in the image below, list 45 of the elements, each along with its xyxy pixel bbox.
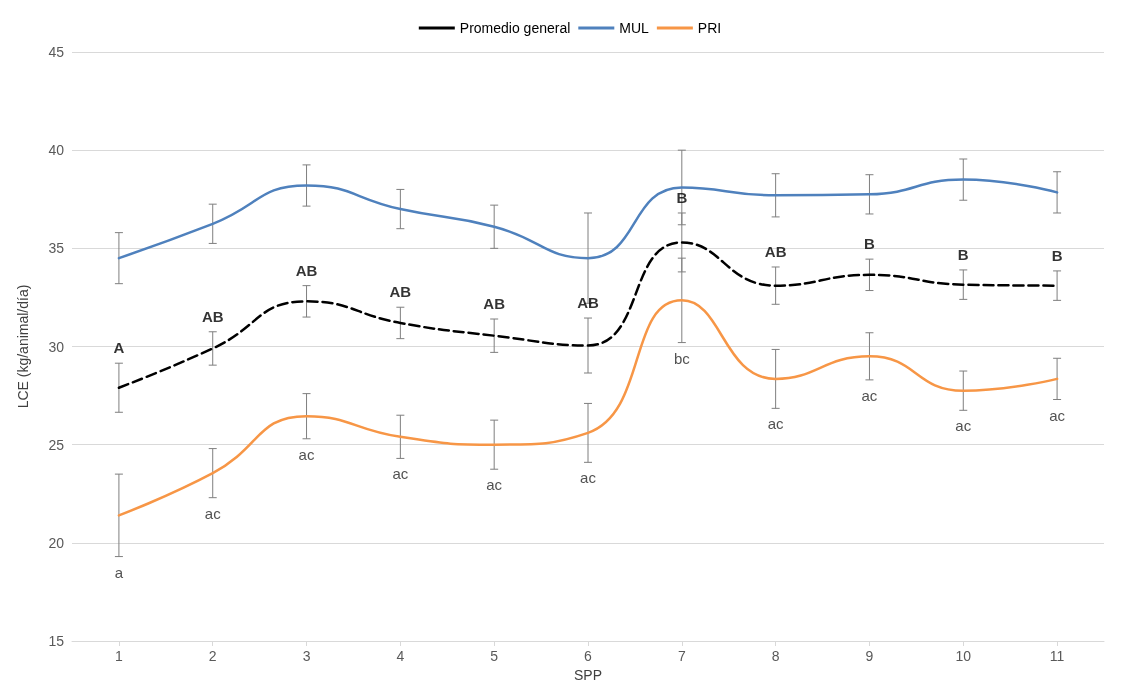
annotation: ac [204, 504, 222, 522]
annotation: a [114, 563, 124, 581]
annotation: AB [764, 242, 787, 260]
x-tick-label: 3 [302, 648, 311, 664]
x-axis-title: SPP [573, 666, 603, 683]
annotation: B [1051, 246, 1063, 264]
annotation: A [113, 339, 125, 357]
annotation: AB [295, 261, 318, 279]
y-tick-label: 25 [48, 436, 65, 453]
annotation: B [676, 188, 688, 206]
y-axis-title: LCE (kg/animal/día) [15, 284, 31, 409]
legend-label: PRI [697, 20, 722, 36]
x-tick-label: 1 [115, 648, 124, 664]
y-tick-label: 20 [48, 534, 65, 551]
annotation: bc [673, 349, 691, 367]
x-tick-label: 9 [865, 648, 874, 664]
annotation: AB [389, 283, 412, 301]
annotation: B [864, 235, 876, 253]
x-tick-label: 6 [584, 648, 593, 664]
annotation: AB [201, 307, 224, 325]
y-tick-label: 40 [48, 142, 65, 159]
y-tick-label: 30 [48, 338, 65, 355]
annotation: AB [577, 294, 599, 312]
x-tick-label: 11 [1049, 648, 1065, 664]
x-tick-label: 4 [396, 648, 405, 664]
legend-label: Promedio general [459, 20, 571, 36]
y-tick-label: 15 [48, 633, 65, 649]
y-tick-label: 35 [48, 240, 65, 257]
annotation: AB [483, 295, 506, 313]
x-tick-label: 8 [771, 648, 780, 664]
annotation: ac [486, 476, 503, 494]
annotation: ac [580, 469, 597, 487]
legend-label: MUL [619, 20, 650, 36]
annotation: ac [767, 415, 785, 433]
y-tick-label: 45 [48, 44, 65, 60]
annotation: ac [861, 386, 878, 404]
annotation: ac [1049, 406, 1066, 424]
annotation: ac [392, 465, 409, 483]
annotation: ac [955, 417, 972, 435]
x-tick-label: 7 [677, 648, 686, 664]
x-tick-label: 2 [208, 648, 217, 664]
x-tick-label: 5 [490, 648, 499, 664]
annotation: ac [298, 445, 315, 463]
x-tick-label: 10 [955, 648, 972, 664]
annotation: B [957, 245, 969, 263]
